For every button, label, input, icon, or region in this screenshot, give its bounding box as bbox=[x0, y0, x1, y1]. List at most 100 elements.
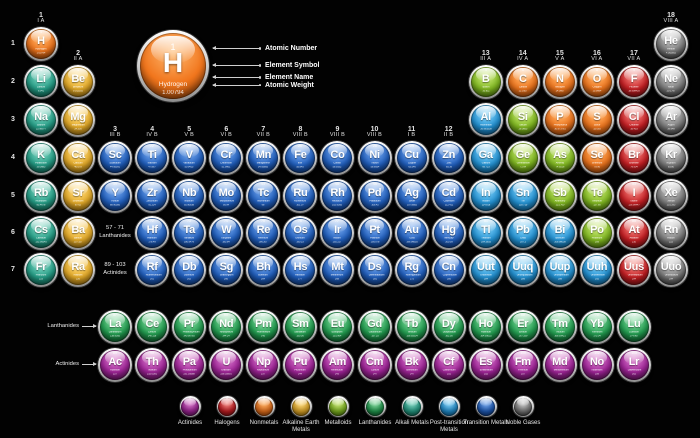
element-Be[interactable]: 4 Be Beryllium 9.012182 bbox=[61, 65, 96, 99]
element-S[interactable]: 16 S Sulfur 32.065 bbox=[579, 103, 614, 137]
element-As[interactable]: 33 As Arsenic 74.9216 bbox=[542, 141, 577, 175]
element-W[interactable]: 74 W Tungsten 183.84 bbox=[209, 216, 244, 250]
element-Fr[interactable]: 87 Fr Francium 223 bbox=[24, 253, 58, 287]
element-Uut[interactable]: 113 Uut Ununtrium 284 bbox=[468, 253, 503, 287]
element-Np[interactable]: 93 Np Neptunium 237 bbox=[246, 348, 281, 382]
element-Ds[interactable]: 110 Ds Darmstadtium 281 bbox=[357, 253, 392, 287]
element-Pd[interactable]: 46 Pd Palladium 106.42 bbox=[357, 179, 392, 213]
element-Mo[interactable]: 42 Mo Molybdenum 95.94 bbox=[209, 179, 244, 213]
element-Ar[interactable]: 18 Ar Argon 39.948 bbox=[654, 103, 689, 137]
element-Cs[interactable]: 55 Cs Caesium 132.90545 bbox=[24, 216, 58, 250]
element-F[interactable]: 9 F Fluorine 18.998403 bbox=[616, 65, 651, 99]
element-Se[interactable]: 34 Se Selenium 78.96 bbox=[579, 141, 614, 175]
element-Lu[interactable]: 71 Lu Lutetium 174.967 bbox=[616, 310, 651, 344]
element-Co[interactable]: 27 Co Cobalt 58.9332 bbox=[320, 141, 355, 175]
element-Cr[interactable]: 24 Cr Chromium 51.9961 bbox=[209, 141, 244, 175]
element-Sr[interactable]: 38 Sr Strontium 87.62 bbox=[61, 179, 96, 213]
element-Sg[interactable]: 106 Sg Seaborgium 266 bbox=[209, 253, 244, 287]
element-Kr[interactable]: 36 Kr Krypton 83.80 bbox=[654, 141, 689, 175]
element-Te[interactable]: 52 Te Tellurium 127.60 bbox=[579, 179, 614, 213]
element-Db[interactable]: 105 Db Dubnium 262 bbox=[172, 253, 207, 287]
element-Er[interactable]: 68 Er Erbium 167.259 bbox=[505, 310, 540, 344]
element-Ac[interactable]: 89 Ac Actinium 227 bbox=[98, 348, 133, 382]
element-Zn[interactable]: 30 Zn Zinc 65.39 bbox=[431, 141, 466, 175]
element-Nb[interactable]: 41 Nb Niobium 92.90638 bbox=[172, 179, 207, 213]
element-Yb[interactable]: 70 Yb Ytterbium 173.04 bbox=[579, 310, 614, 344]
element-Sn[interactable]: 50 Sn Tin 118.710 bbox=[505, 179, 540, 213]
element-Cf[interactable]: 98 Cf Californium 251 bbox=[431, 348, 466, 382]
element-Mt[interactable]: 109 Mt Meitnerium 268 bbox=[320, 253, 355, 287]
element-Cl[interactable]: 17 Cl Chlorine 35.453 bbox=[616, 103, 651, 137]
element-Hf[interactable]: 72 Hf Hafnium 178.49 bbox=[135, 216, 170, 250]
element-Ni[interactable]: 28 Ni Nickel 58.6934 bbox=[357, 141, 392, 175]
element-Dy[interactable]: 66 Dy Dysprosium 162.50 bbox=[431, 310, 466, 344]
element-Bh[interactable]: 107 Bh Bohrium 264 bbox=[246, 253, 281, 287]
element-Pt[interactable]: 78 Pt Platinum 195.078 bbox=[357, 216, 392, 250]
element-Es[interactable]: 99 Es Einsteinium 252 bbox=[468, 348, 503, 382]
element-Si[interactable]: 14 Si Silicon 28.0855 bbox=[505, 103, 540, 137]
element-Rh[interactable]: 45 Rh Rhodium 102.9055 bbox=[320, 179, 355, 213]
element-Os[interactable]: 76 Os Osmium 190.23 bbox=[283, 216, 318, 250]
element-Au[interactable]: 79 Au Gold 196.96655 bbox=[394, 216, 429, 250]
element-Li[interactable]: 3 Li Lithium 6.941 bbox=[24, 65, 58, 99]
element-B[interactable]: 5 B Boron 10.811 bbox=[468, 65, 503, 99]
element-Lr[interactable]: 103 Lr Lawrencium 262 bbox=[616, 348, 651, 382]
element-P[interactable]: 15 P Phosphorus 30.973761 bbox=[542, 103, 577, 137]
element-Tl[interactable]: 81 Tl Thallium 204.3833 bbox=[468, 216, 503, 250]
element-C[interactable]: 6 C Carbon 12.0107 bbox=[505, 65, 540, 99]
element-Rg[interactable]: 111 Rg Roentgenium 272 bbox=[394, 253, 429, 287]
element-No[interactable]: 102 No Nobelium 259 bbox=[579, 348, 614, 382]
element-Th[interactable]: 90 Th Thorium 232.0381 bbox=[135, 348, 170, 382]
element-Cn[interactable]: 112 Cn Copernicium 285 bbox=[431, 253, 466, 287]
element-Ce[interactable]: 58 Ce Cerium 140.116 bbox=[135, 310, 170, 344]
element-Am[interactable]: 95 Am Americium 243 bbox=[320, 348, 355, 382]
element-Ru[interactable]: 44 Ru Ruthenium 101.07 bbox=[283, 179, 318, 213]
element-Cu[interactable]: 29 Cu Copper 63.546 bbox=[394, 141, 429, 175]
element-Ho[interactable]: 67 Ho Holmium 164.93032 bbox=[468, 310, 503, 344]
element-Pb[interactable]: 82 Pb Lead 207.2 bbox=[505, 216, 540, 250]
element-Uuh[interactable]: 116 Uuh Ununhexium 292 bbox=[579, 253, 614, 287]
element-Al[interactable]: 13 Al Aluminium 26.981538 bbox=[468, 103, 503, 137]
element-Hs[interactable]: 108 Hs Hassium 277 bbox=[283, 253, 318, 287]
element-I[interactable]: 53 I Iodine 126.90447 bbox=[616, 179, 651, 213]
element-N[interactable]: 7 N Nitrogen 14.0067 bbox=[542, 65, 577, 99]
element-Rn[interactable]: 86 Rn Radon 222 bbox=[654, 216, 689, 250]
element-Br[interactable]: 35 Br Bromine 79.904 bbox=[616, 141, 651, 175]
element-In[interactable]: 49 In Indium 114.818 bbox=[468, 179, 503, 213]
element-Gd[interactable]: 64 Gd Gadolinium 157.25 bbox=[357, 310, 392, 344]
element-Pu[interactable]: 94 Pu Plutonium 244 bbox=[283, 348, 318, 382]
element-He[interactable]: 2 He Helium 4.002602 bbox=[654, 27, 689, 61]
element-Sm[interactable]: 62 Sm Samarium 150.36 bbox=[283, 310, 318, 344]
element-Xe[interactable]: 54 Xe Xenon 131.293 bbox=[654, 179, 689, 213]
element-La[interactable]: 57 La Lanthanum 138.9055 bbox=[98, 310, 133, 344]
element-Uuo[interactable]: 118 Uuo Ununoctium 294 bbox=[654, 253, 689, 287]
element-Sb[interactable]: 51 Sb Antimony 121.760 bbox=[542, 179, 577, 213]
element-Cm[interactable]: 96 Cm Curium 247 bbox=[357, 348, 392, 382]
element-Rb[interactable]: 37 Rb Rubidium 85.4678 bbox=[24, 179, 58, 213]
element-Fm[interactable]: 100 Fm Fermium 257 bbox=[505, 348, 540, 382]
element-U[interactable]: 92 U Uranium 238.02891 bbox=[209, 348, 244, 382]
element-Uus[interactable]: 117 Uus Ununseptium 294 bbox=[616, 253, 651, 287]
element-Re[interactable]: 75 Re Rhenium 186.207 bbox=[246, 216, 281, 250]
element-Uuq[interactable]: 114 Uuq Ununquadium 289 bbox=[505, 253, 540, 287]
element-Md[interactable]: 101 Md Mendelevium 258 bbox=[542, 348, 577, 382]
element-Bi[interactable]: 83 Bi Bismuth 208.98038 bbox=[542, 216, 577, 250]
element-Cd[interactable]: 48 Cd Cadmium 112.411 bbox=[431, 179, 466, 213]
element-Ra[interactable]: 88 Ra Radium 226 bbox=[61, 253, 96, 287]
element-Ne[interactable]: 10 Ne Neon 20.1797 bbox=[654, 65, 689, 99]
element-Po[interactable]: 84 Po Polonium 209 bbox=[579, 216, 614, 250]
element-K[interactable]: 19 K Potassium 39.0983 bbox=[24, 141, 58, 175]
element-Mg[interactable]: 12 Mg Magnesium 24.305 bbox=[61, 103, 96, 137]
element-H[interactable]: 1 H Hydrogen 1.00794 bbox=[24, 27, 58, 61]
element-Mn[interactable]: 25 Mn Manganese 54.93805 bbox=[246, 141, 281, 175]
element-Y[interactable]: 39 Y Yttrium 88.90585 bbox=[98, 179, 133, 213]
element-Fe[interactable]: 26 Fe Iron 55.845 bbox=[283, 141, 318, 175]
element-Zr[interactable]: 40 Zr Zirconium 91.224 bbox=[135, 179, 170, 213]
element-V[interactable]: 23 V Vanadium 50.9415 bbox=[172, 141, 207, 175]
element-Na[interactable]: 11 Na Sodium 22.98977 bbox=[24, 103, 58, 137]
element-Ge[interactable]: 32 Ge Germanium 72.64 bbox=[505, 141, 540, 175]
element-Hg[interactable]: 80 Hg Mercury 200.59 bbox=[431, 216, 466, 250]
element-At[interactable]: 85 At Astatine 210 bbox=[616, 216, 651, 250]
element-Uup[interactable]: 115 Uup Ununpentium 288 bbox=[542, 253, 577, 287]
element-Ba[interactable]: 56 Ba Barium 137.327 bbox=[61, 216, 96, 250]
